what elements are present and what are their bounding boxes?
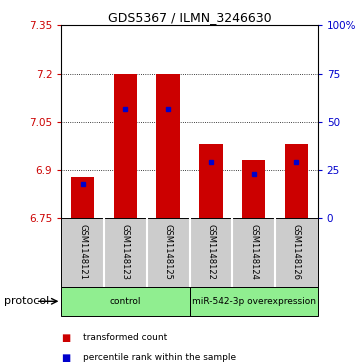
Text: control: control	[110, 297, 141, 306]
Text: GSM1148126: GSM1148126	[292, 224, 301, 280]
Text: GSM1148121: GSM1148121	[78, 224, 87, 280]
Text: GSM1148124: GSM1148124	[249, 224, 258, 280]
Text: transformed count: transformed count	[83, 333, 167, 342]
Bar	[71, 177, 95, 218]
Bar	[242, 160, 265, 218]
Text: protocol: protocol	[4, 296, 49, 306]
Bar	[190, 287, 318, 316]
Text: ■: ■	[61, 333, 71, 343]
Text: miR-542-3p overexpression: miR-542-3p overexpression	[192, 297, 316, 306]
Title: GDS5367 / ILMN_3246630: GDS5367 / ILMN_3246630	[108, 11, 271, 24]
Bar	[61, 287, 190, 316]
Bar	[284, 144, 308, 218]
Text: GSM1148122: GSM1148122	[206, 224, 216, 280]
Text: percentile rank within the sample: percentile rank within the sample	[83, 353, 236, 362]
Text: GSM1148125: GSM1148125	[164, 224, 173, 280]
Text: GSM1148123: GSM1148123	[121, 224, 130, 280]
Bar	[156, 74, 180, 218]
Bar	[114, 74, 137, 218]
Bar	[199, 144, 223, 218]
Text: ■: ■	[61, 352, 71, 363]
